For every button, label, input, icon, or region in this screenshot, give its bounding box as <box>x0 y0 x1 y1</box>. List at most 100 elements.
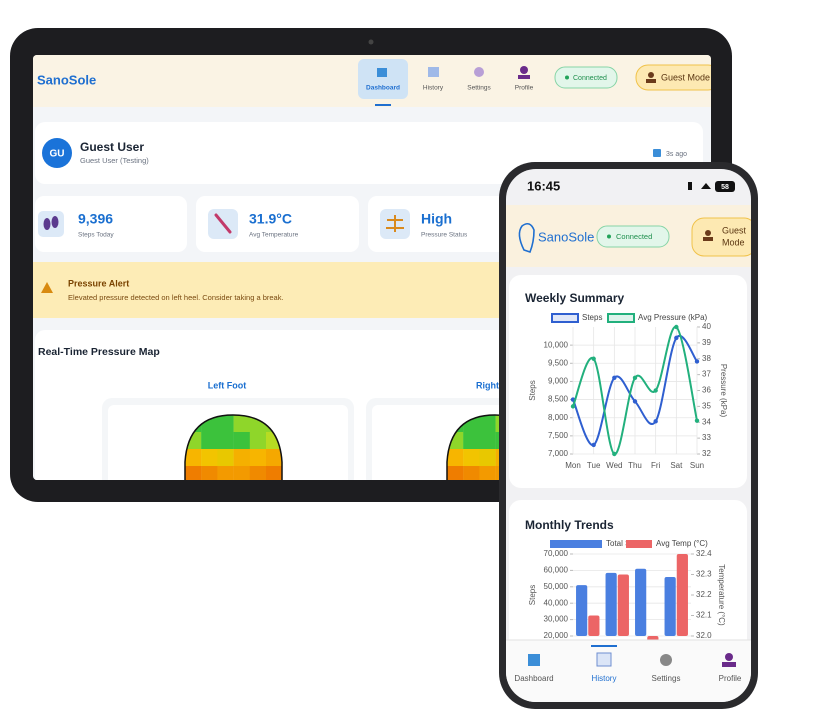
data-point <box>632 375 638 380</box>
y-tick-label: 9,500 <box>548 358 569 367</box>
nav-item[interactable]: Profile <box>515 85 534 92</box>
battery-level: 58 <box>721 184 729 191</box>
y2-tick-label: 35 <box>702 401 711 410</box>
stat-card <box>368 196 528 252</box>
nav-icon <box>596 652 612 667</box>
y2-tick-label: 36 <box>702 386 711 395</box>
heat-cell <box>463 449 480 467</box>
status-text: Connected <box>616 232 652 241</box>
legend-label: Steps <box>582 313 602 322</box>
brand: SanoSole <box>37 72 96 87</box>
data-point <box>591 356 596 361</box>
stat-value: 31.9°C <box>249 211 292 227</box>
y-tick-label: 8,000 <box>548 413 569 422</box>
avatar <box>42 138 72 168</box>
signal <box>688 182 692 190</box>
y-tick-label: 50,000 <box>544 582 569 591</box>
mode-icon <box>705 230 711 236</box>
status-dot <box>607 234 611 239</box>
y-tick-label: 7,500 <box>548 431 569 440</box>
heat-cell <box>217 466 234 480</box>
mode-text: Guest <box>722 225 747 235</box>
bar <box>576 585 588 636</box>
heat-cell <box>249 449 267 467</box>
mode-pill[interactable] <box>635 64 720 91</box>
stat-label: Avg Temperature <box>249 232 299 239</box>
heat-cell <box>185 449 202 467</box>
heat-cell <box>266 466 282 480</box>
heat-cell <box>201 432 218 450</box>
mode-icon <box>703 237 713 241</box>
logo <box>518 222 535 253</box>
heat-cell <box>447 466 464 480</box>
data-point <box>694 359 700 364</box>
nav-item[interactable]: History <box>592 674 617 683</box>
tablet-camera <box>368 39 374 45</box>
alert-message: Elevated pressure detected on left heel.… <box>68 293 284 302</box>
heat-cell <box>201 466 218 480</box>
status-dot <box>565 75 569 80</box>
heat-cell <box>217 415 234 433</box>
y-tick-label: 70,000 <box>544 549 569 558</box>
stat-card <box>35 196 187 252</box>
heat-cell <box>217 449 234 467</box>
map-title: Real-Time Pressure Map <box>38 346 160 358</box>
nav-item[interactable]: Dashboard <box>514 674 553 683</box>
nav-item[interactable]: Settings <box>467 85 491 92</box>
nav-icon <box>520 66 528 74</box>
update-time: 3s ago <box>666 151 687 158</box>
nav-icon <box>722 662 736 667</box>
mode-icon <box>648 72 654 78</box>
heat-cell <box>479 449 496 467</box>
mode-text: Mode <box>722 237 745 247</box>
heat-cell <box>217 432 234 450</box>
foot-outline <box>184 414 283 480</box>
y2-tick-label: 32.0 <box>696 631 712 640</box>
bar <box>588 615 600 636</box>
legend-swatch <box>550 540 602 548</box>
user-name: Guest User <box>80 140 144 154</box>
y2-tick-label: 33 <box>702 433 711 442</box>
y2-tick-label: 32.2 <box>696 590 712 599</box>
heat-cell <box>447 449 464 467</box>
alert-icon <box>41 282 53 293</box>
stat-icon-shape <box>51 216 59 228</box>
mode-icon <box>646 79 656 83</box>
nav-icon <box>660 654 672 666</box>
battery <box>715 181 735 192</box>
data-point <box>694 418 700 423</box>
status-pill <box>596 225 670 248</box>
data-point <box>632 399 638 404</box>
x-tick-label: Thu <box>628 461 642 470</box>
update-icon <box>653 149 661 157</box>
legend-label: Avg Temp (°C) <box>656 539 708 548</box>
x-tick-label: Fri <box>651 461 661 470</box>
nav-item[interactable]: History <box>423 85 444 92</box>
y2-tick-label: 32.1 <box>696 611 712 620</box>
heat-cell <box>249 432 267 450</box>
stat-icon-shape <box>43 218 51 230</box>
nav-item[interactable]: Settings <box>652 674 681 683</box>
heat-cell <box>185 466 202 480</box>
nav-active-bg <box>358 59 408 99</box>
y2-tick-label: 32.3 <box>696 570 712 579</box>
mode-pill[interactable] <box>691 217 756 257</box>
y2-tick-label: 32 <box>702 449 711 458</box>
monthly-chart: 20,000 30,000 40,000 50,000 60,000 70,000 32.0… <box>528 539 726 640</box>
y2-tick-label: 32.4 <box>696 549 712 558</box>
stat-icon-shape <box>386 215 404 232</box>
nav-icon <box>474 67 484 77</box>
stat-label: Steps Today <box>78 232 114 239</box>
stat-icon <box>38 211 64 237</box>
nav-icon <box>725 653 733 661</box>
legend-swatch <box>551 313 579 323</box>
legend-swatch <box>626 540 652 548</box>
y2-tick-label: 34 <box>702 417 711 426</box>
y2-tick-label: 40 <box>702 322 711 331</box>
nav-item[interactable]: Profile <box>719 674 742 683</box>
alert-title: Pressure Alert <box>68 278 129 288</box>
heat-cell <box>233 466 250 480</box>
y2-tick-label: 39 <box>702 338 711 347</box>
heat-cell <box>249 466 267 480</box>
nav-item[interactable]: Dashboard <box>366 85 400 92</box>
